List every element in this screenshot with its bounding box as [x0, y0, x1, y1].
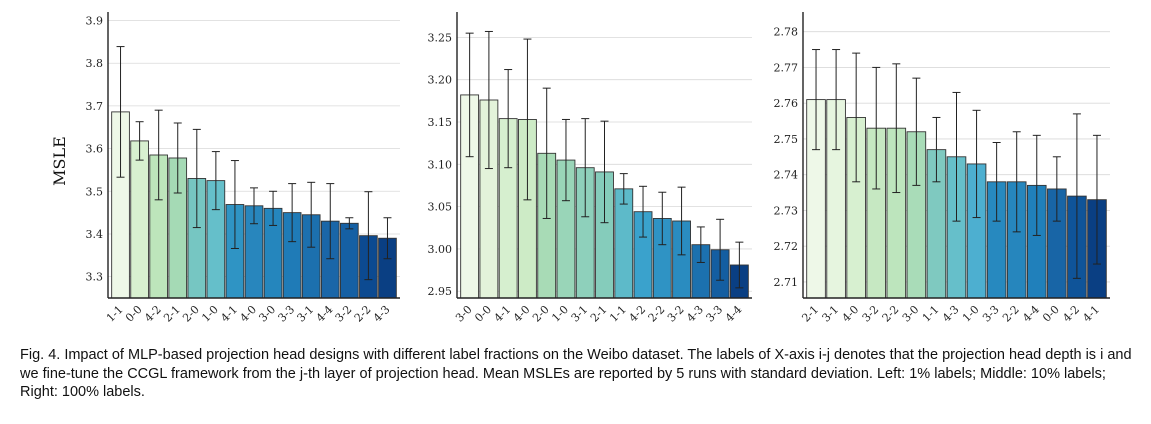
- x-tick-label: 3-1: [819, 303, 841, 325]
- x-tick-label: 4-0: [237, 303, 259, 325]
- bar: [340, 222, 359, 299]
- chart-panel-2: 2.95 3.00 3.05 3.10 3.15 3.20 3.25 3-00-04-14-0…: [428, 12, 752, 325]
- x-tick-label: 4-2: [142, 303, 164, 325]
- x-tick-label: 1-1: [920, 303, 942, 325]
- figure-caption: Fig. 4. Impact of MLP-based projection h…: [20, 347, 1132, 400]
- x-tick-label: 0-0: [1040, 303, 1062, 325]
- x-tick-label: 3-3: [980, 303, 1002, 325]
- x-tick-label: 2-1: [588, 303, 610, 325]
- x-tick-label: 4-1: [492, 303, 514, 325]
- x-tick-label: 3-3: [703, 303, 725, 325]
- x-tick-label: 1-0: [199, 303, 221, 325]
- x-tick-label: 4-0: [511, 303, 533, 325]
- y-axis-label: MSLE: [50, 136, 69, 186]
- y-tick-label: 2.76: [774, 97, 799, 110]
- x-tick-label: 1-0: [960, 303, 982, 325]
- y-tick-label: 2.77: [774, 61, 799, 74]
- x-tick-label: 1-0: [549, 303, 571, 325]
- x-tick-label: 3-0: [453, 303, 475, 325]
- y-tick-label: 3.8: [86, 57, 104, 70]
- y-tick-label: 3.20: [428, 74, 453, 87]
- y-tick-label: 3.3: [86, 271, 104, 284]
- x-tick-label: 4-3: [940, 303, 962, 325]
- x-tick-label: 2-2: [880, 303, 902, 325]
- x-tick-label: 2-2: [646, 303, 668, 325]
- y-tick-label: 3.05: [428, 201, 453, 214]
- x-tick-label: 2-2: [1000, 303, 1022, 325]
- bar: [130, 140, 149, 299]
- figure: 3.33.43.53.63.73.83.91-10-04-22-12-01-04…: [50, 12, 1110, 325]
- x-tick-label: 4-2: [1060, 303, 1082, 325]
- y-tick-label: 3.7: [86, 100, 104, 113]
- y-tick-label: 2.78: [774, 26, 799, 39]
- x-tick-label: 2-0: [530, 303, 552, 325]
- y-tick-label: 2.75: [774, 133, 799, 146]
- x-tick-label: 4-1: [218, 303, 240, 325]
- y-tick-label: 3.15: [428, 116, 453, 129]
- bar: [614, 188, 634, 299]
- x-tick-label: 4-2: [626, 303, 648, 325]
- x-tick-label: 2-1: [799, 303, 821, 325]
- y-tick-label: 3.9: [86, 15, 104, 28]
- x-tick-label: 3-2: [665, 303, 687, 325]
- y-tick-label: 2.72: [774, 240, 799, 253]
- y-tick-label: 3.00: [428, 243, 453, 256]
- x-tick-label: 2-1: [161, 303, 183, 325]
- x-tick-label: 3-2: [333, 303, 355, 325]
- y-tick-label: 3.25: [428, 31, 453, 44]
- y-tick-label: 3.5: [86, 185, 104, 198]
- y-tick-label: 2.71: [774, 276, 799, 289]
- y-tick-label: 3.4: [86, 228, 104, 241]
- x-tick-label: 4-3: [684, 303, 706, 325]
- x-tick-label: 3-1: [295, 303, 317, 325]
- x-tick-label: 3-2: [860, 303, 882, 325]
- y-tick-label: 2.74: [774, 169, 799, 182]
- chart-panel-3: 2.712.722.732.742.752.762.772.782-13-14-…: [774, 12, 1110, 325]
- y-tick-label: 3.6: [86, 143, 104, 156]
- x-tick-label: 1-1: [104, 303, 126, 325]
- y-tick-label: 2.73: [774, 204, 799, 217]
- x-tick-label: 4-0: [840, 303, 862, 325]
- x-tick-label: 4-1: [1080, 303, 1102, 325]
- x-tick-label: 0-0: [123, 303, 145, 325]
- y-tick-label: 2.95: [428, 285, 453, 298]
- x-tick-label: 3-0: [256, 303, 278, 325]
- chart-panel-1: 3.33.43.53.63.73.83.91-10-04-22-12-01-04…: [50, 12, 400, 325]
- x-tick-label: 3-0: [900, 303, 922, 325]
- x-tick-label: 4-3: [371, 303, 393, 325]
- x-tick-label: 2-2: [352, 303, 374, 325]
- x-tick-label: 4-4: [314, 303, 336, 325]
- x-tick-label: 0-0: [472, 303, 494, 325]
- x-tick-label: 4-4: [1020, 303, 1042, 325]
- x-tick-label: 3-1: [569, 303, 591, 325]
- x-tick-label: 1-1: [607, 303, 629, 325]
- x-tick-label: 4-4: [723, 303, 745, 325]
- x-tick-label: 2-0: [180, 303, 202, 325]
- y-tick-label: 3.10: [428, 158, 453, 171]
- x-tick-label: 3-3: [276, 303, 298, 325]
